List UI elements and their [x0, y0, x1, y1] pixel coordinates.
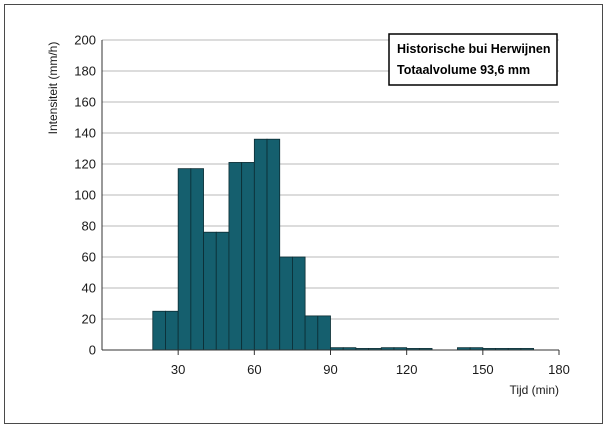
y-tick-40: 40 — [82, 281, 96, 296]
x-tick-90: 90 — [323, 362, 337, 377]
y-tick-160: 160 — [74, 95, 96, 110]
bar-20-25 — [152, 310, 166, 351]
bars — [152, 138, 535, 351]
bar-55-60 — [241, 162, 255, 351]
bar-40-45 — [203, 231, 217, 351]
x-tick-labels: 30 60 90 120 150 180 — [171, 350, 570, 377]
y-tick-200: 200 — [74, 33, 96, 48]
bar-25-30 — [165, 310, 179, 351]
x-tick-120: 120 — [396, 362, 418, 377]
bar-70-75 — [279, 256, 293, 351]
x-tick-150: 150 — [472, 362, 494, 377]
bar-80-85 — [304, 315, 319, 351]
chart-frame — [4, 4, 603, 424]
bar-45-50 — [215, 231, 230, 351]
x-tick-30: 30 — [171, 362, 185, 377]
y-tick-20: 20 — [82, 312, 96, 327]
bar-35-40 — [190, 168, 204, 351]
y-axis-label: Intensiteit (mm/h) — [46, 42, 60, 135]
y-tick-180: 180 — [74, 64, 96, 79]
bar-50-55 — [228, 162, 243, 351]
annotation-frame — [388, 33, 558, 86]
y-tick-80: 80 — [82, 219, 96, 234]
y-tick-0: 0 — [89, 343, 96, 358]
bar-65-70 — [266, 138, 281, 351]
bar-85-90 — [317, 315, 331, 351]
x-tick-180: 180 — [548, 362, 570, 377]
y-tick-100: 100 — [74, 188, 96, 203]
y-tick-120: 120 — [74, 157, 96, 172]
x-axis-label: Tijd (min) — [509, 383, 559, 397]
y-tick-labels: 0 20 40 60 80 100 120 140 160 180 200 — [74, 33, 96, 358]
bar-60-65 — [253, 138, 268, 351]
bar-75-80 — [292, 256, 306, 351]
annotation-line-2: Totaalvolume 93,6 mm — [397, 63, 530, 77]
x-tick-60: 60 — [247, 362, 261, 377]
annotation-box: Historische bui Herwijnen Totaalvolume 9… — [388, 33, 558, 86]
y-tick-60: 60 — [82, 250, 96, 265]
y-tick-140: 140 — [74, 126, 96, 141]
bar-30-35 — [177, 168, 192, 351]
annotation-line-1: Historische bui Herwijnen — [397, 42, 551, 56]
